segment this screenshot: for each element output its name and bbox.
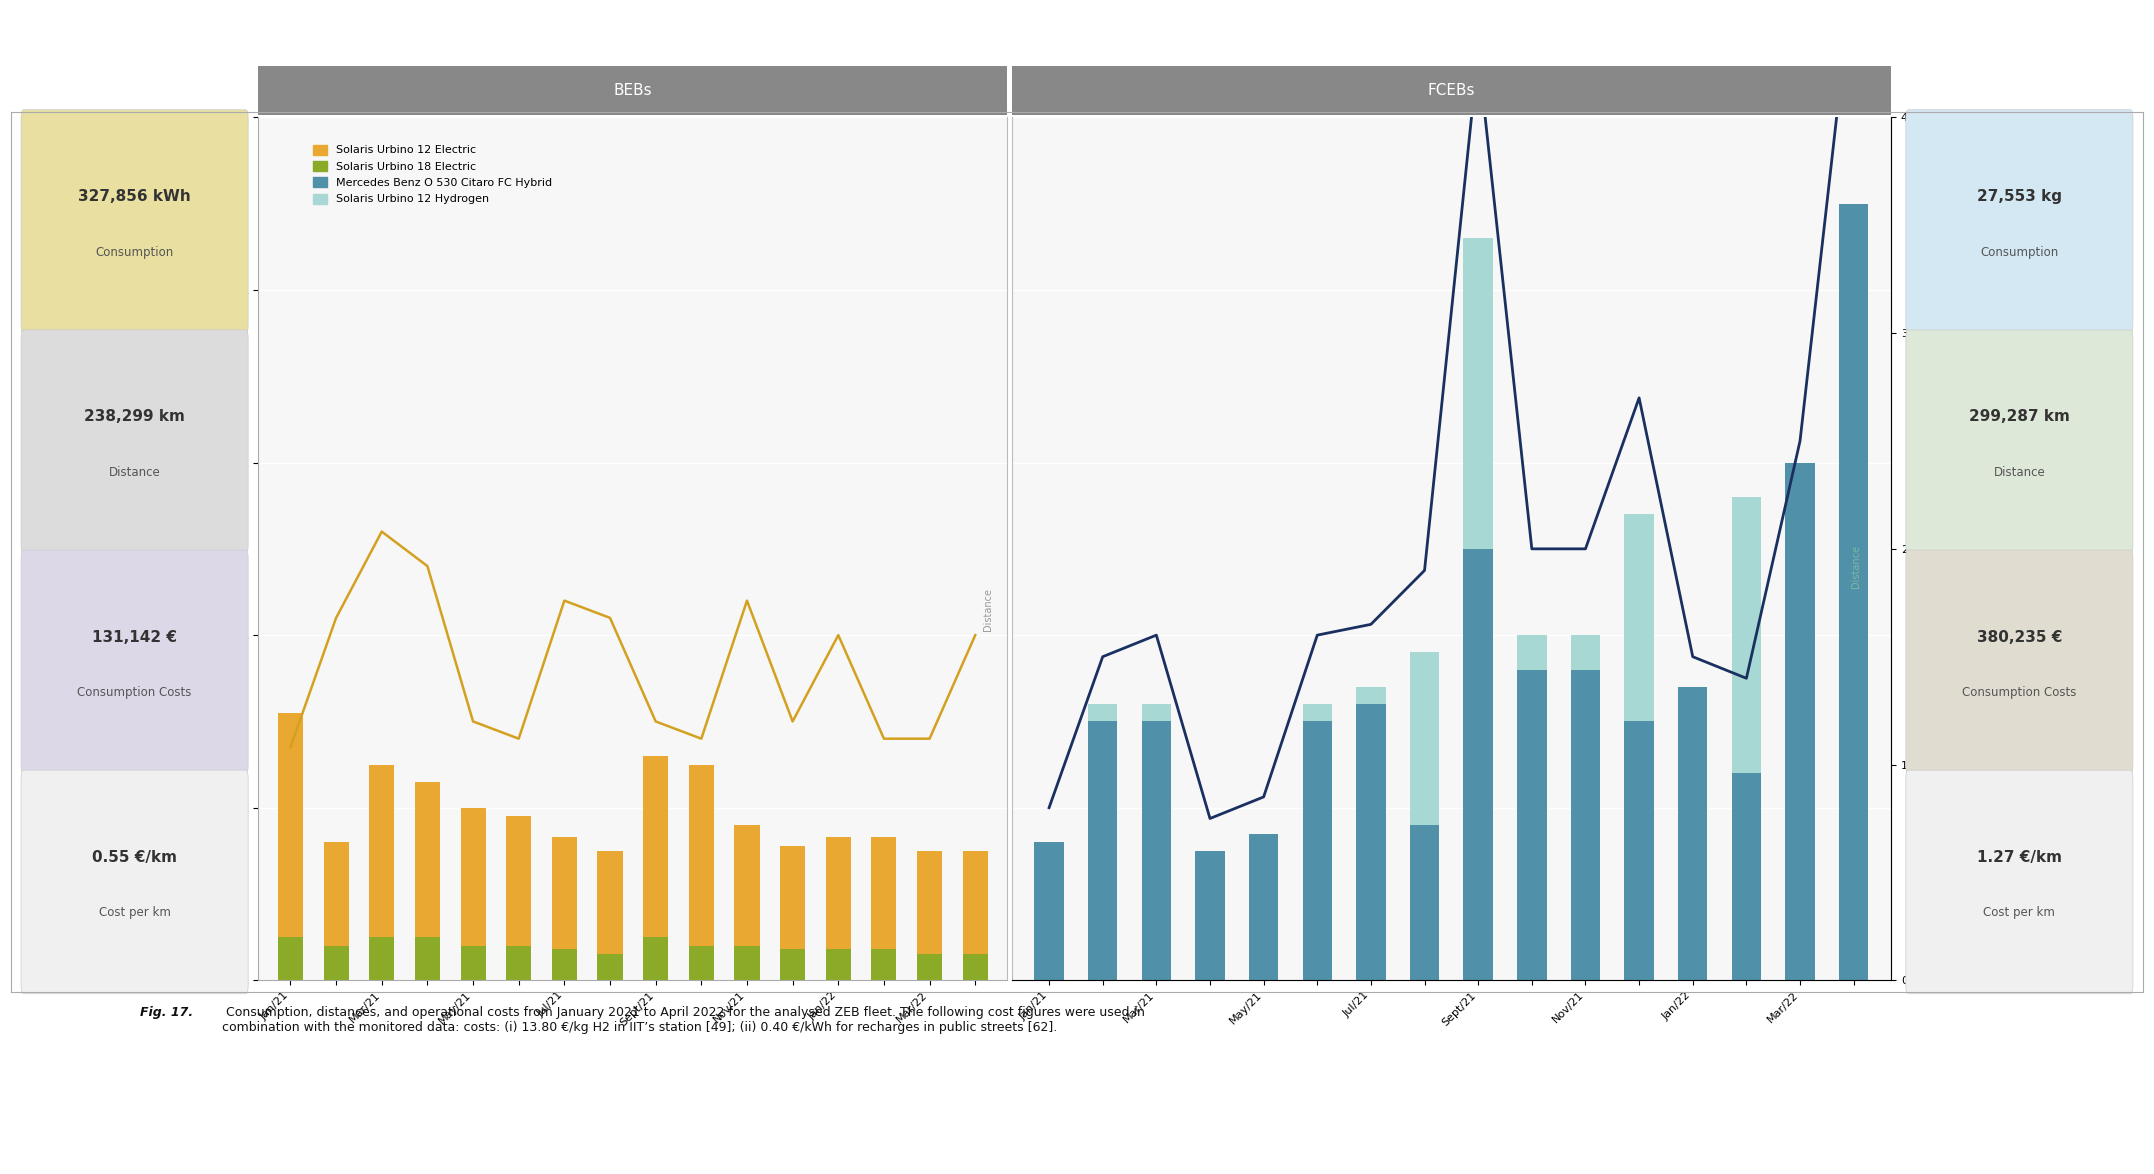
Bar <box>1357 704 1385 980</box>
FancyBboxPatch shape <box>22 330 248 554</box>
Bar <box>278 937 304 980</box>
FancyBboxPatch shape <box>1906 770 2132 993</box>
Y-axis label: Distance [km]: Distance [km] <box>1932 505 1945 593</box>
Text: Distance: Distance <box>108 466 162 479</box>
Bar <box>1357 687 1385 980</box>
Bar <box>1732 774 1762 980</box>
Bar <box>1034 842 1064 980</box>
Text: FCEBs: FCEBs <box>1428 83 1475 97</box>
Text: Consumption: Consumption <box>95 247 174 259</box>
Bar <box>1624 721 1654 980</box>
Bar <box>323 946 349 980</box>
Bar <box>1840 203 1868 980</box>
Text: Cost per km: Cost per km <box>1984 906 2055 919</box>
Bar <box>1142 721 1172 980</box>
Bar <box>1786 463 1816 980</box>
Bar <box>1678 687 1708 980</box>
Bar <box>1516 669 1547 980</box>
Bar <box>780 845 806 950</box>
Bar <box>368 937 394 980</box>
Bar <box>1840 203 1868 980</box>
Bar <box>506 816 532 946</box>
Text: Distance: Distance <box>1992 466 2046 479</box>
Bar <box>1034 842 1064 980</box>
Text: Cost per km: Cost per km <box>99 906 170 919</box>
Bar <box>597 954 623 980</box>
Bar <box>1624 514 1654 980</box>
FancyBboxPatch shape <box>22 770 248 993</box>
Y-axis label: Costs [€]: Costs [€] <box>209 521 222 576</box>
Bar <box>461 808 485 946</box>
Bar <box>1303 704 1331 980</box>
FancyBboxPatch shape <box>22 549 248 774</box>
Bar <box>1249 834 1277 980</box>
Bar <box>1088 721 1118 980</box>
Text: 131,142 €: 131,142 € <box>93 629 177 645</box>
Text: 1.27 €/km: 1.27 €/km <box>1977 850 2061 865</box>
Text: Consumption, distances, and operational costs from January 2021 to April 2022 fo: Consumption, distances, and operational … <box>222 1006 1144 1034</box>
Bar <box>689 764 713 946</box>
Text: 0.55 €/km: 0.55 €/km <box>93 850 177 865</box>
FancyBboxPatch shape <box>1906 549 2132 774</box>
Text: Consumption Costs: Consumption Costs <box>78 687 192 700</box>
Bar <box>735 825 760 946</box>
Bar <box>1570 635 1600 980</box>
Bar <box>416 937 439 980</box>
Text: Fig. 17.: Fig. 17. <box>140 1006 194 1019</box>
Text: 299,287 km: 299,287 km <box>1969 410 2070 425</box>
Text: Distance: Distance <box>984 588 993 630</box>
Bar <box>918 851 941 954</box>
Bar <box>825 837 851 950</box>
FancyBboxPatch shape <box>22 110 248 333</box>
Text: 380,235 €: 380,235 € <box>1977 629 2061 645</box>
Text: 27,553 kg: 27,553 kg <box>1977 189 2061 204</box>
Bar <box>780 950 806 980</box>
Bar <box>1732 497 1762 980</box>
Text: Consumption Costs: Consumption Costs <box>1962 687 2076 700</box>
Bar <box>1303 721 1331 980</box>
Bar <box>551 837 577 950</box>
Bar <box>416 782 439 937</box>
Bar <box>1142 704 1172 980</box>
Bar <box>1411 653 1439 980</box>
Bar <box>506 946 532 980</box>
Bar <box>872 837 896 950</box>
Bar <box>644 937 668 980</box>
Bar <box>461 946 485 980</box>
Text: 238,299 km: 238,299 km <box>84 410 185 425</box>
Bar <box>644 756 668 937</box>
Bar <box>597 851 623 954</box>
FancyBboxPatch shape <box>1906 330 2132 554</box>
Bar <box>735 946 760 980</box>
Bar <box>278 713 304 937</box>
Bar <box>1195 851 1226 980</box>
Bar <box>551 950 577 980</box>
Bar <box>1088 704 1118 980</box>
Bar <box>1786 463 1816 980</box>
Bar <box>368 764 394 937</box>
Text: BEBs: BEBs <box>614 83 653 97</box>
Legend: Solaris Urbino 12 Electric, Solaris Urbino 18 Electric, Mercedes Benz O 530 Cita: Solaris Urbino 12 Electric, Solaris Urbi… <box>308 140 556 209</box>
Bar <box>1678 687 1708 980</box>
Bar <box>825 950 851 980</box>
Text: 327,856 kWh: 327,856 kWh <box>78 189 192 204</box>
Bar <box>323 842 349 946</box>
Bar <box>918 954 941 980</box>
Bar <box>1411 825 1439 980</box>
Bar <box>1463 238 1493 980</box>
Bar <box>872 950 896 980</box>
Bar <box>963 851 989 954</box>
Bar <box>1195 851 1226 980</box>
FancyBboxPatch shape <box>1906 110 2132 333</box>
Bar <box>963 954 989 980</box>
Bar <box>1516 635 1547 980</box>
Bar <box>1463 548 1493 980</box>
Bar <box>1570 669 1600 980</box>
Text: Consumption: Consumption <box>1980 247 2059 259</box>
Text: Distance: Distance <box>1850 545 1861 588</box>
Bar <box>1249 834 1277 980</box>
Bar <box>689 946 713 980</box>
